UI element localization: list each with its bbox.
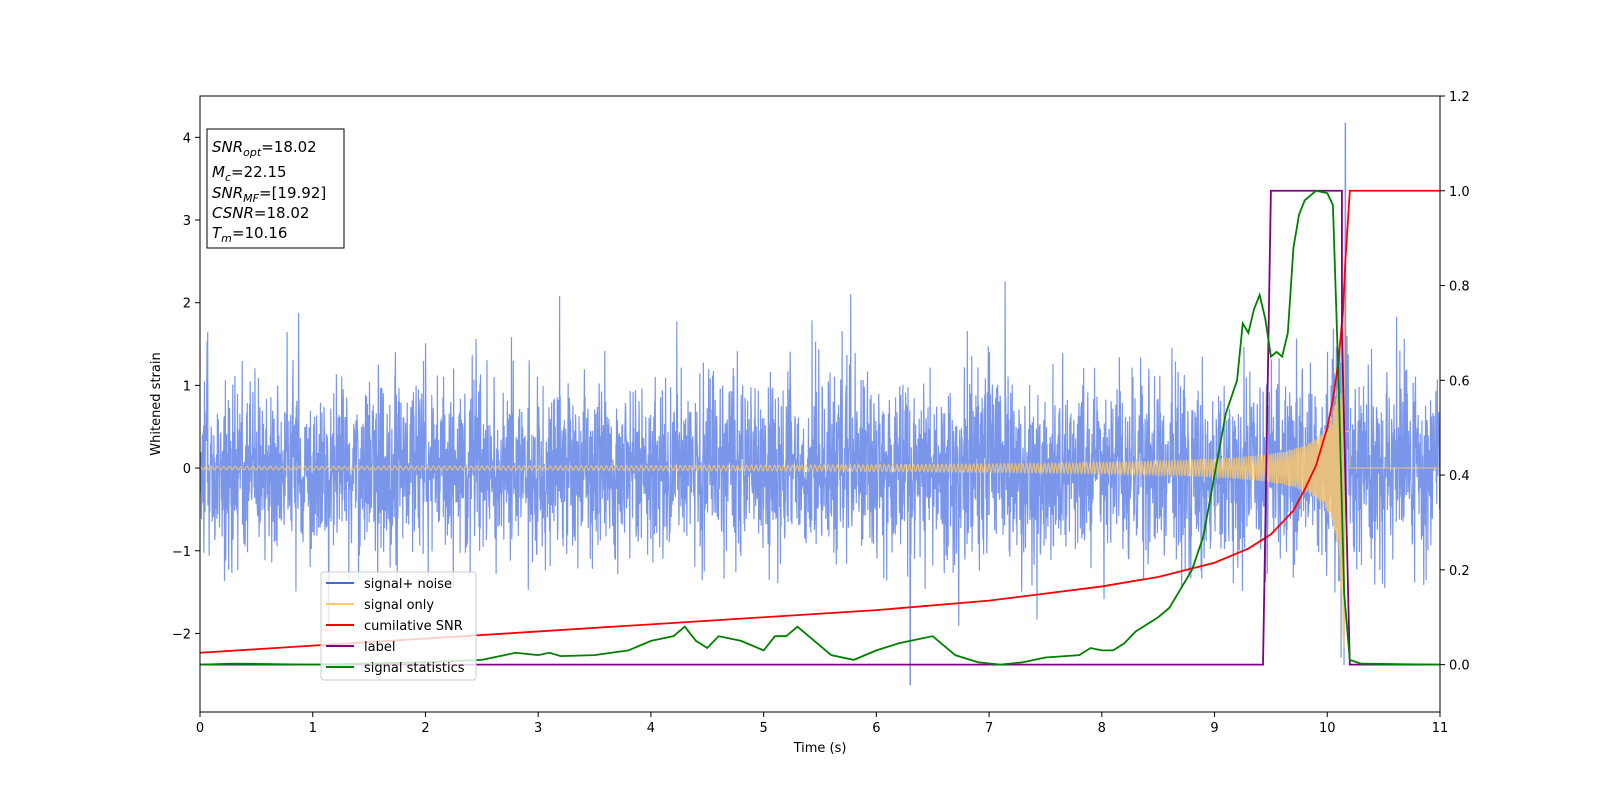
series-cumilative-snr-line [200,189,1440,654]
y2-tick-label: 0.0 [1449,659,1470,674]
y2-tick-label: 0.6 [1449,374,1470,389]
info-line: SNRMF=[19.92] [212,184,326,205]
x-tick-label: 11 [1432,721,1449,736]
series-signal-noise-line [200,122,1440,686]
y-tick-label: 2 [183,297,191,312]
legend: signal+ noise signal only cumilative SNR la… [320,571,477,681]
x-tick-label: 0 [196,721,204,736]
plot-area [200,122,1440,686]
info-line: CSNR=18.02 [212,204,309,222]
info-box: SNRopt=18.02 Mc=22.15SNRMF=[19.92]CSNR=18… [206,128,345,249]
legend-label: cumilative SNR [364,619,463,634]
info-line: Mc=22.15 [212,163,287,184]
legend-label: label [364,640,395,655]
x-axis: 0 1 2 3 4 5 6 7 8 9 10 11 [196,712,1448,736]
info-line: Tm=10.16 [212,224,287,245]
axes-frame [199,95,1441,713]
x-tick-label: 8 [1098,721,1106,736]
legend-frame [320,571,477,681]
y-tick-label: 1 [183,379,191,394]
info-line: SNRopt=18.02 [212,138,317,159]
x-tick-label: 7 [985,721,993,736]
y-tick-label: 4 [183,131,191,146]
y-axis-label: Whitened strain [149,352,164,455]
x-tick-label: 6 [872,721,880,736]
y-axis-left: −2 −1 0 1 2 3 4 [172,131,200,642]
y-axis-right: 0.0 0.2 0.4 0.6 0.8 1.0 1.2 [1440,90,1470,674]
x-tick-label: 5 [759,721,767,736]
series-signal-statistics-line [200,189,1440,666]
x-tick-label: 4 [647,721,655,736]
x-tick-label: 3 [534,721,542,736]
series-label-line [200,189,1440,666]
x-tick-label: 2 [421,721,429,736]
series-signal-only-line [200,273,1440,648]
y2-tick-label: 0.2 [1449,564,1470,579]
legend-label: signal+ noise [364,577,452,592]
y2-tick-label: 1.0 [1449,185,1470,200]
y2-tick-label: 0.8 [1449,280,1470,295]
y-tick-label: −2 [172,627,191,642]
y-tick-label: 3 [183,214,191,229]
x-tick-label: 1 [309,721,317,736]
y-tick-label: −1 [172,545,191,560]
legend-label: signal only [364,598,434,613]
y-tick-label: 0 [183,462,191,477]
info-box-frame [206,128,345,249]
y2-tick-label: 0.4 [1449,469,1470,484]
x-tick-label: 10 [1319,721,1336,736]
x-axis-label: Time (s) [793,741,847,756]
legend-label: signal statistics [364,661,465,676]
x-tick-label: 9 [1210,721,1218,736]
y2-tick-label: 1.2 [1449,90,1470,105]
